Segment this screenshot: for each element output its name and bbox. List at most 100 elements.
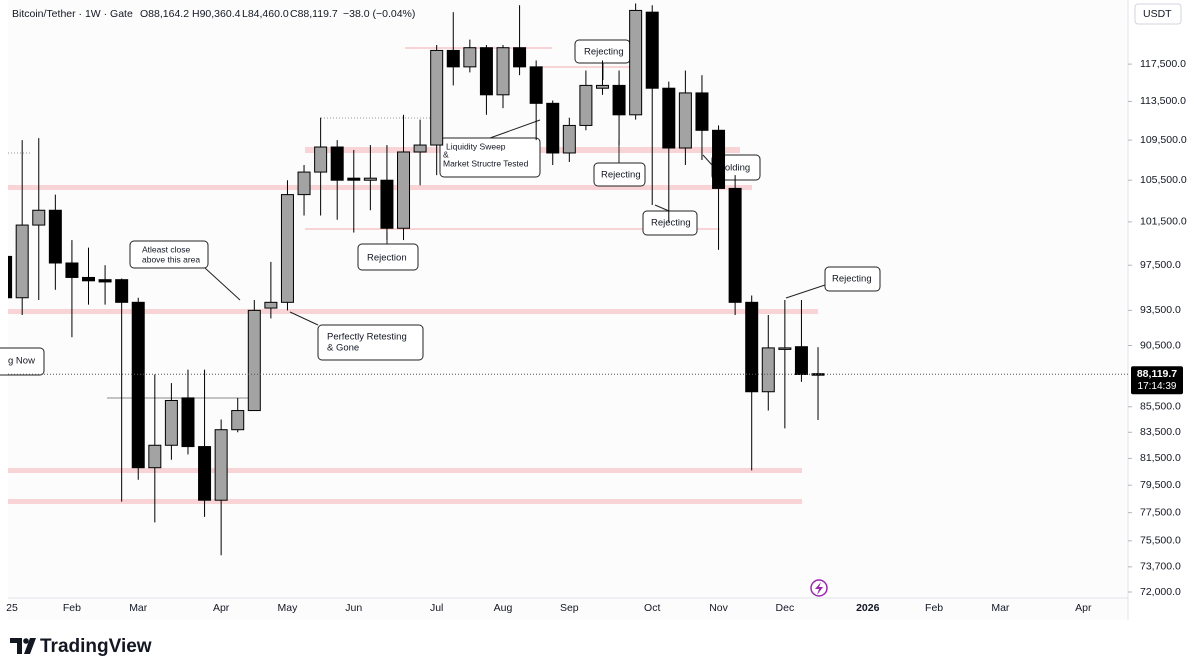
candle-body (662, 87, 676, 149)
y-tick-label: 79,500.0 (1140, 479, 1181, 491)
x-tick-label: Mar (991, 602, 1010, 614)
candle-body (413, 144, 427, 153)
plot (8, 3, 825, 556)
ohlc-open: O88,164.2 (140, 8, 189, 20)
callout-pointer (702, 154, 713, 166)
zone (305, 228, 720, 230)
candle-body (579, 84, 593, 126)
y-tick-label: 97,500.0 (1140, 259, 1181, 271)
y-tick-label: 73,700.0 (1140, 561, 1181, 573)
candle-body (314, 146, 328, 173)
zone (8, 499, 802, 504)
callout-box (357, 243, 419, 271)
candle-body (712, 129, 726, 189)
candle-body (15, 224, 29, 299)
x-tick-label: 2026 (856, 602, 880, 614)
y-tick-label: 93,500.0 (1140, 304, 1181, 316)
candle-body (280, 194, 294, 303)
zone (405, 47, 552, 49)
candle-body (496, 47, 510, 96)
callout-text: Rejecting (584, 47, 624, 58)
callout-text: Rejecting (832, 274, 872, 285)
y-tick-label: 90,500.0 (1140, 339, 1181, 351)
countdown: 17:14:39 (1138, 381, 1177, 392)
candle-body (595, 84, 609, 89)
x-tick-label: Mar (129, 602, 148, 614)
callout-text: & Gone (327, 343, 359, 354)
x-tick-label: Sep (560, 602, 579, 614)
candle-body (728, 187, 742, 303)
event-icon[interactable] (810, 579, 828, 597)
symbol: Bitcoin/Tether · 1W · Gate (12, 8, 133, 20)
candle-body (363, 177, 377, 181)
candle-body (612, 84, 626, 116)
callout-text: above this area (142, 254, 200, 264)
y-tick-label: 75,500.0 (1140, 535, 1181, 547)
candle-body (463, 47, 477, 68)
event-icon-bolt[interactable] (815, 582, 823, 595)
currency-box[interactable] (1134, 3, 1182, 25)
y-tick-label: 81,500.0 (1140, 452, 1181, 464)
callout-pointer (204, 267, 241, 301)
y-tick-label: 101,500.0 (1140, 216, 1187, 228)
zone (8, 468, 802, 473)
candle-body (247, 309, 261, 412)
candle-body (115, 279, 129, 303)
x-tick-label: Feb (63, 602, 81, 614)
brand-name: TradingView (40, 636, 152, 657)
callout-text: & (443, 149, 449, 159)
candle-body (297, 171, 311, 196)
zone (8, 309, 818, 314)
callout-pointer (489, 119, 541, 139)
callout-text: Holding (718, 163, 750, 174)
x-tick-label: Apr (213, 602, 230, 614)
candle-body (446, 49, 460, 68)
candle-body (778, 347, 792, 350)
y-tick-label: 85,500.0 (1140, 401, 1181, 413)
callout-box (0, 347, 45, 376)
y-tick-label: 113,500.0 (1140, 95, 1186, 107)
ohlc-close: C88,119.7 (290, 8, 338, 20)
callout-box (642, 210, 698, 236)
currency[interactable]: USDT (1143, 8, 1172, 20)
candle-body (695, 92, 709, 131)
candle-body (330, 146, 344, 181)
y-tick-label: 105,500.0 (1140, 174, 1187, 186)
zone (8, 185, 752, 190)
candle-body (131, 301, 145, 469)
candle-body (430, 49, 444, 146)
x-tick-label: Jul (430, 602, 443, 614)
candle-body (397, 151, 411, 229)
x-tick-label: Feb (925, 602, 943, 614)
last-price-label: 88,119.7 (1137, 368, 1177, 380)
x-tick-label: Aug (494, 602, 513, 614)
x-tick-label: Nov (709, 602, 728, 614)
callout-text: Perfectly Retesting (327, 332, 407, 343)
logo-mark (10, 638, 36, 654)
callout-text: Rejecting (601, 170, 641, 181)
candle-body (231, 410, 245, 431)
candle-body (645, 11, 659, 89)
callouts: g Now Atleast close above this area Perf… (0, 39, 881, 376)
candle-body (148, 444, 162, 469)
callout-pointer (289, 311, 319, 326)
candle-body (380, 179, 394, 229)
x-tick-label: Dec (776, 602, 795, 614)
candle-body (32, 209, 46, 226)
candle-body (48, 209, 62, 264)
callout-text: Liquidity Sweep (446, 141, 506, 151)
x-tick-label: 25 (6, 602, 18, 614)
candle-body (546, 102, 560, 154)
x-tick-label: Oct (644, 602, 660, 614)
candle-body (181, 397, 195, 448)
x-tick-label: Apr (1075, 602, 1092, 614)
callout-text: Rejection (367, 253, 407, 264)
ohlc-high: H90,360.4 (192, 8, 241, 20)
candle-body (65, 262, 79, 278)
zone (540, 66, 640, 68)
ohlc-change: −38.0 (−0.04%) (343, 8, 415, 20)
candle-body (761, 347, 775, 393)
candle-body (794, 346, 808, 375)
y-tick-label: 77,500.0 (1140, 506, 1181, 518)
